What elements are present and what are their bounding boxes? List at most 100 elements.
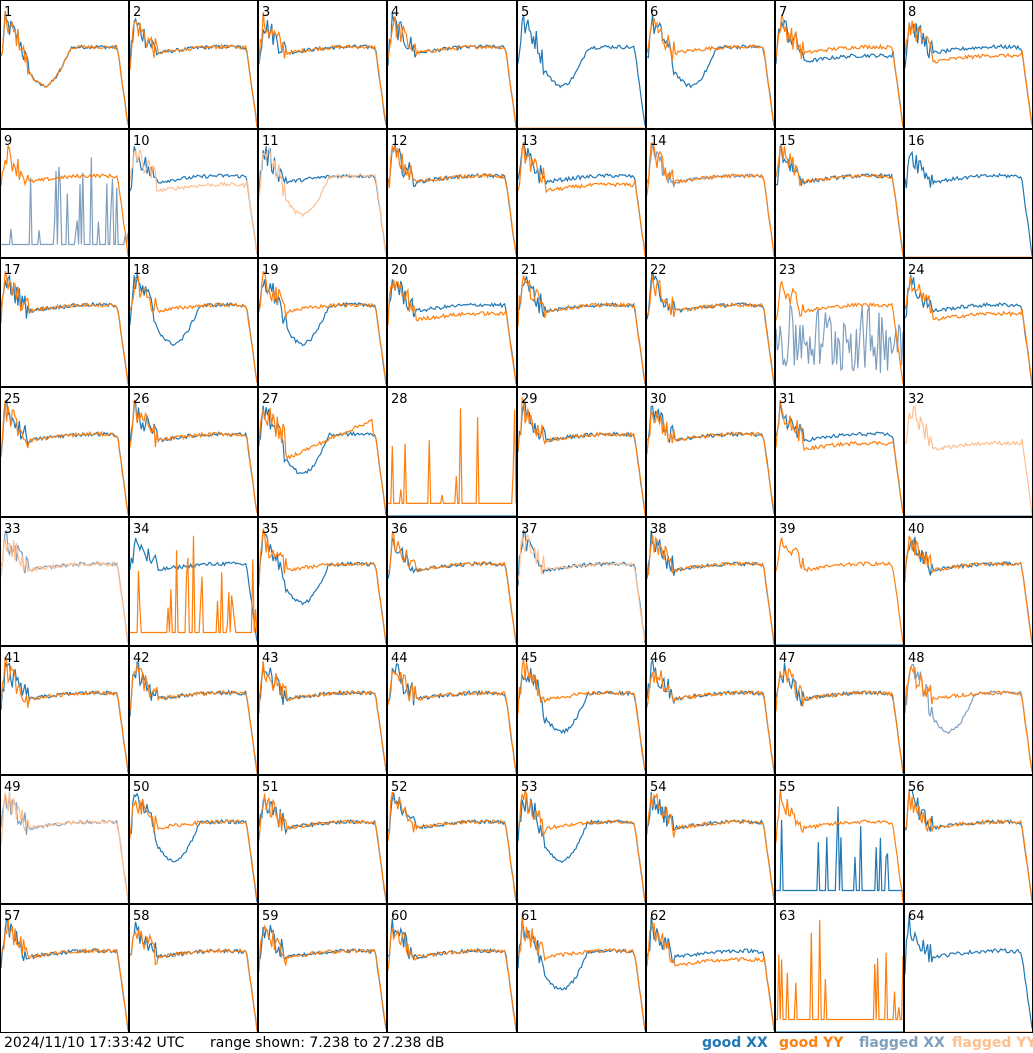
spectrum-panel-14: 14 bbox=[646, 129, 775, 258]
yy-series-line bbox=[646, 275, 775, 384]
yy-series-line bbox=[0, 271, 129, 385]
yy-series-line bbox=[775, 667, 904, 772]
panel-border bbox=[517, 387, 646, 517]
xx-series-line bbox=[904, 22, 1033, 125]
panel-label: 17 bbox=[4, 263, 21, 278]
panel-label: 29 bbox=[521, 392, 538, 407]
xx-series-line bbox=[646, 917, 775, 1030]
panel-border bbox=[258, 258, 387, 387]
yy-series-line bbox=[646, 792, 775, 901]
yy-series-line bbox=[258, 661, 387, 772]
spectrum-panel-22: 22 bbox=[646, 258, 775, 387]
panel-border bbox=[646, 387, 775, 517]
panel-label: 8 bbox=[908, 5, 916, 20]
spectrum-panel-12: 12 bbox=[387, 129, 517, 258]
timestamp-label: 2024/11/10 17:33:42 UTC bbox=[4, 1035, 185, 1051]
panel-border bbox=[387, 0, 517, 129]
yy-series-line bbox=[0, 400, 129, 515]
spectrum-panel-49: 49 bbox=[0, 775, 129, 904]
yy-series-line bbox=[0, 538, 129, 644]
yy-series-line bbox=[387, 928, 517, 1031]
yy-series-line bbox=[517, 534, 646, 641]
panel-border bbox=[517, 258, 646, 387]
xx-series-line bbox=[129, 661, 258, 773]
panel-border bbox=[0, 0, 129, 129]
xx-series-line bbox=[517, 792, 646, 902]
yy-series-line bbox=[0, 919, 129, 1031]
spectrum-panel-17: 17 bbox=[0, 258, 129, 387]
panel-border bbox=[775, 646, 904, 775]
panel-border bbox=[129, 387, 258, 517]
panel-border bbox=[387, 904, 517, 1033]
panel-border bbox=[129, 646, 258, 775]
xx-series-line bbox=[0, 917, 129, 1030]
yy-series-line bbox=[646, 535, 775, 643]
yy-series-line bbox=[258, 528, 387, 642]
panel-label: 58 bbox=[133, 909, 150, 924]
panel-border bbox=[775, 0, 904, 129]
panel-label: 32 bbox=[908, 392, 925, 407]
yy-series-line bbox=[904, 666, 1033, 772]
panel-border bbox=[387, 646, 517, 775]
yy-series-line bbox=[0, 145, 129, 257]
spectrum-panel-28: 28 bbox=[387, 387, 517, 517]
panel-border bbox=[258, 646, 387, 775]
spectrum-panel-60: 60 bbox=[387, 904, 517, 1033]
panel-label: 55 bbox=[779, 780, 796, 795]
panel-label: 62 bbox=[650, 909, 667, 924]
yy-series-line bbox=[258, 407, 387, 513]
xx-series-line bbox=[387, 279, 517, 385]
spectrum-panel-38: 38 bbox=[646, 517, 775, 646]
xx-series-line bbox=[904, 663, 1033, 772]
xx-series-line bbox=[904, 915, 1033, 1029]
spectrum-panel-56: 56 bbox=[904, 775, 1033, 904]
panel-label: 5 bbox=[521, 5, 529, 20]
spectrum-panel-62: 62 bbox=[646, 904, 775, 1033]
xx-series-line bbox=[775, 400, 904, 513]
panel-border bbox=[517, 904, 646, 1033]
panel-label: 7 bbox=[779, 5, 787, 20]
xx-series-line bbox=[775, 145, 904, 256]
panel-border bbox=[258, 517, 387, 646]
panel-label: 14 bbox=[650, 134, 667, 149]
spectrum-panel-50: 50 bbox=[129, 775, 258, 904]
spectrum-panel-19: 19 bbox=[258, 258, 387, 387]
panel-label: 4 bbox=[391, 5, 399, 20]
spectrum-panel-39: 39 bbox=[775, 517, 904, 646]
panel-border bbox=[0, 387, 129, 517]
panel-label: 1 bbox=[4, 5, 12, 20]
yy-series-line bbox=[517, 141, 646, 256]
panel-label: 50 bbox=[133, 780, 150, 795]
panel-border bbox=[646, 258, 775, 387]
panel-label: 22 bbox=[650, 263, 667, 278]
panel-border bbox=[258, 129, 387, 258]
xx-series-line bbox=[517, 529, 646, 643]
spectrum-panel-23: 23 bbox=[775, 258, 904, 387]
yy-series-line bbox=[258, 271, 387, 383]
xx-series-line bbox=[1, 157, 129, 246]
panel-border bbox=[0, 517, 129, 646]
yy-series-line bbox=[0, 656, 129, 771]
spectrum-panel-35: 35 bbox=[258, 517, 387, 646]
xx-series-line bbox=[129, 401, 258, 513]
yy-series-line bbox=[517, 915, 646, 1029]
panel-label: 11 bbox=[262, 134, 279, 149]
yy-series-line bbox=[775, 280, 904, 384]
yy-series-line bbox=[646, 142, 775, 257]
panel-border bbox=[387, 387, 517, 517]
yy-series-line bbox=[129, 399, 258, 514]
spectrum-panel-40: 40 bbox=[904, 517, 1033, 646]
xx-series-line bbox=[775, 662, 904, 774]
yy-series-line bbox=[775, 399, 904, 514]
panel-label: 42 bbox=[133, 651, 150, 666]
spectrum-panel-47: 47 bbox=[775, 646, 904, 775]
panel-label: 40 bbox=[908, 522, 925, 537]
spectrum-panel-37: 37 bbox=[517, 517, 646, 646]
spectrum-panel-7: 7 bbox=[775, 0, 904, 129]
yy-series-line bbox=[775, 537, 904, 643]
panel-border bbox=[646, 0, 775, 129]
panel-label: 33 bbox=[4, 522, 21, 537]
spectrum-panel-9: 9 bbox=[0, 129, 129, 258]
panel-border bbox=[129, 0, 258, 129]
